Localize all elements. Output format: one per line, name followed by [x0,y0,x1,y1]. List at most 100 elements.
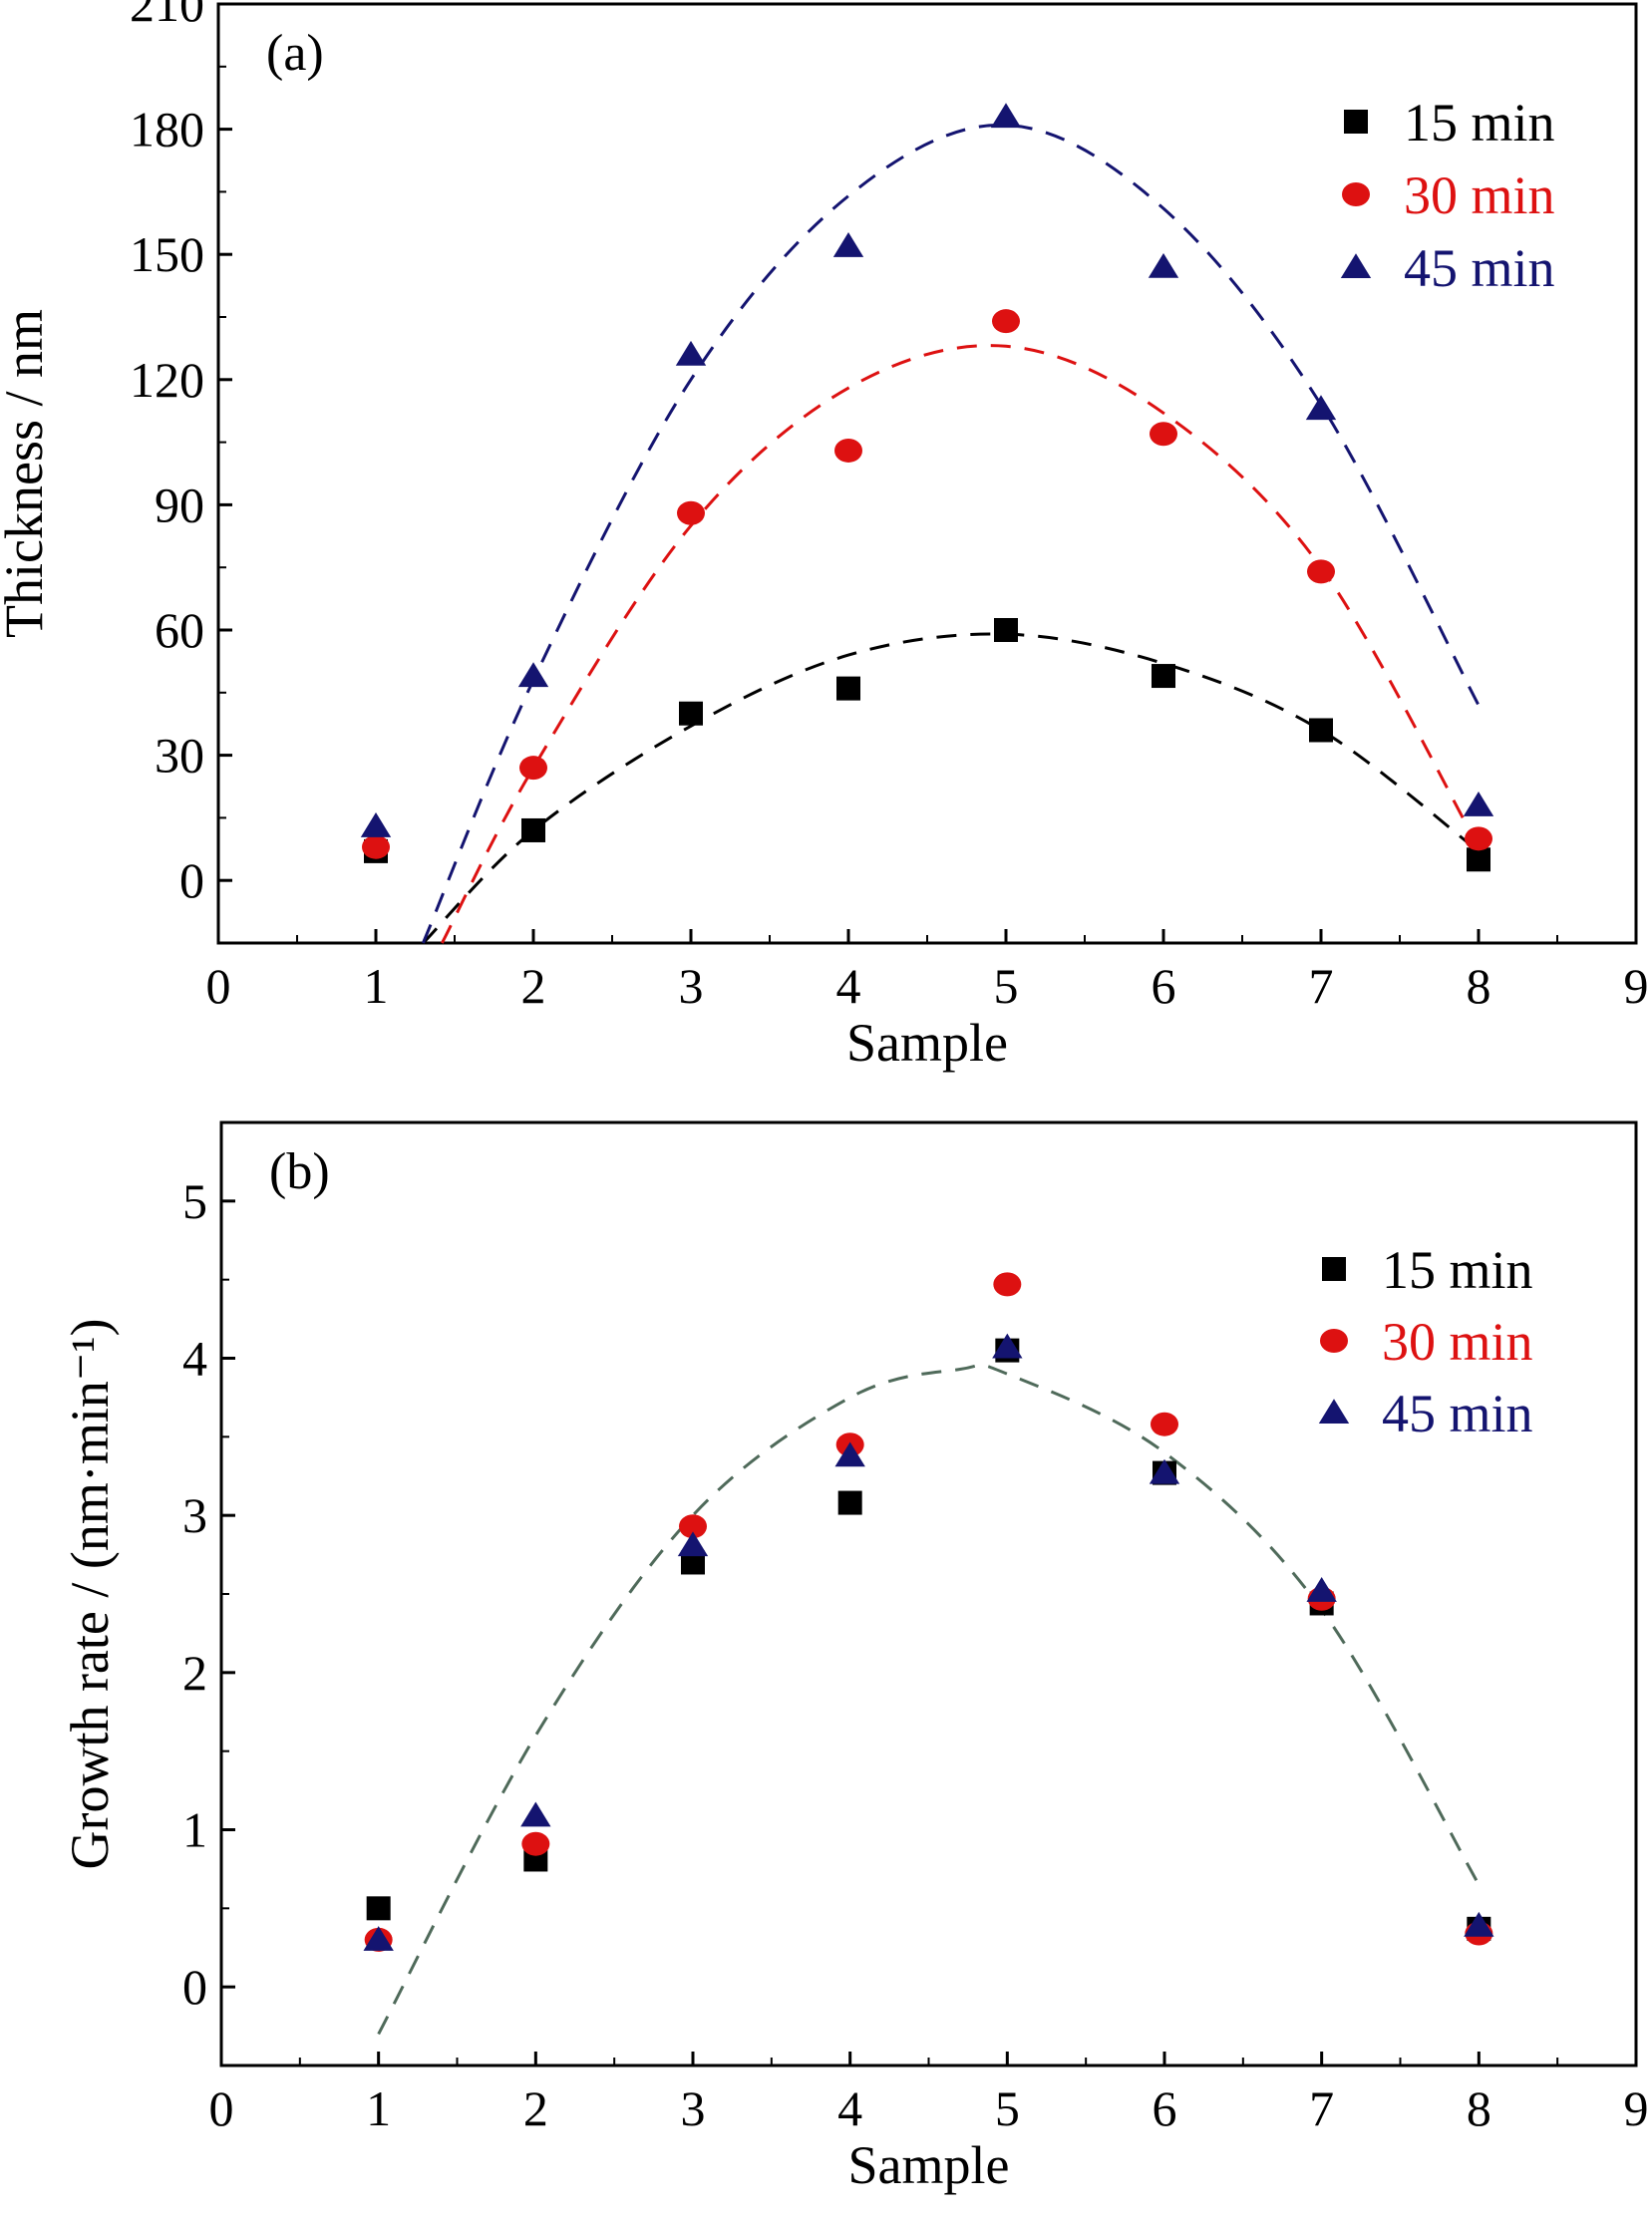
y-tick-label: 210 [130,0,204,32]
data-point-square [836,676,860,701]
y-tick-label: 2 [182,1645,207,1701]
fit-curve [377,1363,1481,2036]
x-tick-label: 0 [209,2080,234,2136]
x-tick-label: 8 [1467,958,1491,1014]
legend-marker-circle [1342,182,1370,206]
y-tick-label: 30 [155,728,204,784]
x-tick-label: 6 [1152,958,1176,1014]
legend-marker-triangle [1318,1399,1350,1425]
data-point-circle [1151,1412,1178,1436]
legend-marker-square [1344,110,1368,134]
panel-label-b: (b) [269,1143,330,1200]
y-tick-label: 60 [155,602,204,658]
data-point-triangle [992,1333,1023,1359]
y-tick-label: 90 [155,477,204,532]
x-axis-title-a: Sample [846,1013,1008,1073]
fit-curves-a [422,123,1481,945]
chart-panel-a: 0 30 60 90 120 150 180 210 0 1 2 3 4 5 6 7 8 9 (a) Sampl… [0,0,1649,1073]
legend-label: 30 min [1382,1312,1533,1372]
data-point-square [1309,718,1333,743]
x-tick-label: 2 [523,2080,548,2136]
data-point-triangle [360,811,392,837]
data-point-circle [1150,422,1177,447]
x-tick-label: 3 [681,2080,706,2136]
data-point-square [366,1896,391,1921]
x-tick-label: 9 [1624,2080,1649,2136]
x-tick-label: 4 [837,2080,862,2136]
data-point-circle [1465,826,1492,851]
y-tick-label: 150 [130,226,204,282]
data-point-circle [679,1514,707,1539]
data-point-circle [993,1272,1022,1297]
x-tick-label: 0 [206,958,231,1014]
data-point-triangle [834,1441,865,1467]
data-point-square [521,817,545,842]
legend-marker-circle [1320,1329,1348,1353]
data-point-triangle [520,1801,551,1827]
x-tick-label: 5 [995,2080,1020,2136]
legend-b: 15 min 30 min 45 min [1318,1240,1533,1443]
data-point-triangle [1149,1458,1180,1484]
x-tick-label: 1 [366,2080,391,2136]
data-point-triangle [990,103,1022,129]
x-tick-label: 2 [521,958,546,1014]
data-point-square [1467,847,1490,872]
fit-curve [422,123,1481,944]
x-tick-label: 8 [1467,2080,1491,2136]
data-points-a [360,103,1494,872]
data-point-circle [1307,559,1335,584]
fit-curves-b [377,1363,1481,2036]
x-tick-label: 1 [364,958,389,1014]
y-tick-label: 0 [179,852,204,908]
x-axis-title-b: Sample [848,2135,1010,2195]
data-point-square [679,701,703,726]
x-tick-label: 9 [1624,958,1649,1014]
legend-label: 15 min [1404,93,1555,153]
chart-panel-b: 0 1 2 3 4 5 0 1 2 3 4 5 6 7 8 9 (b) Sample Growth rate… [60,1120,1649,2195]
data-point-triangle [1306,1577,1337,1602]
y-ticks-b: 0 1 2 3 4 5 [182,1173,235,2015]
legend-label: 45 min [1382,1384,1533,1443]
legend-label: 30 min [1404,165,1555,225]
x-ticks-a: 0 1 2 3 4 5 6 7 8 9 [206,929,1649,1014]
data-point-triangle [1305,395,1337,421]
y-tick-label: 3 [182,1487,207,1543]
data-point-triangle [1464,1911,1494,1937]
legend-label: 45 min [1404,238,1555,298]
data-point-square [837,1490,862,1515]
y-tick-label: 1 [182,1802,207,1858]
legend-marker-triangle [1340,253,1372,279]
y-tick-label: 4 [182,1331,207,1387]
x-tick-label: 4 [836,958,861,1014]
legend-marker-square [1322,1257,1346,1281]
data-point-circle [519,756,547,781]
y-tick-label: 120 [130,352,204,408]
legend-label: 15 min [1382,1240,1533,1300]
y-axis-title-a: Thickness / nm [0,309,54,638]
x-tick-label: 7 [1309,958,1334,1014]
y-ticks-a: 0 30 60 90 120 150 180 210 [130,0,232,908]
x-ticks-b: 0 1 2 3 4 5 6 7 8 9 [209,2052,1649,2136]
data-point-triangle [517,662,549,688]
y-tick-label: 0 [182,1959,207,2015]
data-point-square [1152,664,1175,689]
x-tick-label: 6 [1153,2080,1177,2136]
data-point-triangle [363,1926,394,1951]
x-tick-label: 5 [994,958,1019,1014]
data-point-circle [834,438,862,463]
data-point-square [994,618,1018,642]
x-tick-label: 7 [1309,2080,1334,2136]
fit-curve [422,632,1480,945]
y-tick-label: 180 [130,102,204,158]
data-points-b [363,1272,1494,1952]
x-tick-label: 3 [679,958,704,1014]
y-tick-label: 5 [182,1173,207,1229]
data-point-triangle [675,340,707,366]
fit-curve [441,344,1481,944]
y-axis-title-b: Growth rate / (nm·min⁻¹) [60,1318,120,1869]
data-point-circle [521,1831,550,1856]
data-point-triangle [1148,252,1179,278]
panel-label-a: (a) [266,25,324,82]
data-point-triangle [832,232,864,257]
